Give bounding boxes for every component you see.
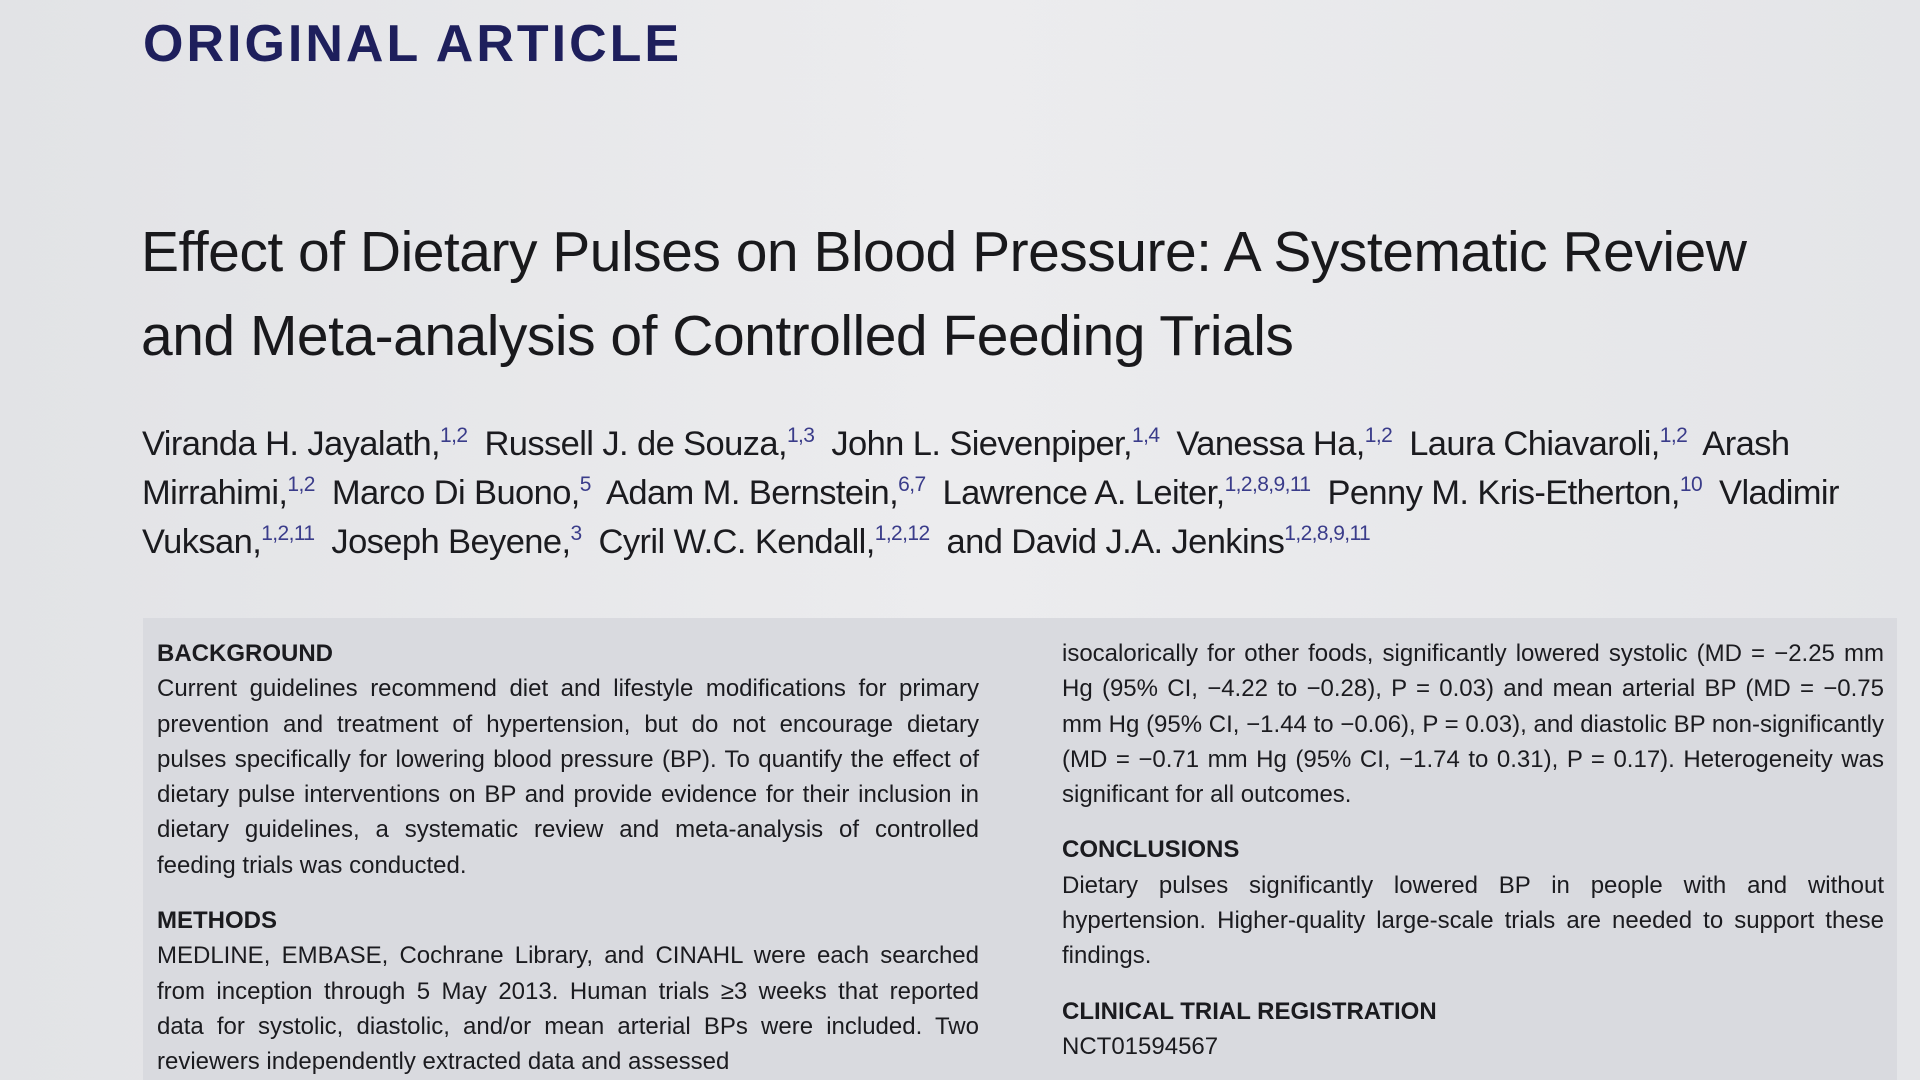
abstract-text: isocalorically for other foods, signific… — [1062, 640, 1884, 809]
abstract-section: CLINICAL TRIAL REGISTRATION NCT01594567 — [1062, 994, 1884, 1065]
author-name: Joseph Beyene, — [331, 523, 571, 561]
author-name: and David J.A. Jenkins — [946, 523, 1285, 561]
author-affiliation: 1,2,8,9,11 — [1224, 473, 1311, 496]
abstract-box: BACKGROUND Current guidelines recommend d… — [143, 618, 1897, 1080]
author-name: Adam M. Bernstein, — [605, 474, 899, 512]
article-title: Effect of Dietary Pulses on Blood Pressu… — [141, 220, 1747, 368]
author-affiliation: 1,2 — [1659, 424, 1688, 447]
section-text: Current guidelines recommend diet and li… — [157, 675, 979, 879]
author-affiliation: 10 — [1679, 473, 1703, 496]
author-affiliation: 6,7 — [898, 473, 926, 496]
abstract-right-column: isocalorically for other foods, signific… — [1062, 636, 1884, 1080]
author-affiliation: 1,2 — [287, 473, 315, 496]
section-text: NCT01594567 — [1062, 1032, 1219, 1060]
section-heading: BACKGROUND — [157, 640, 333, 667]
author-name: Cyril W.C. Kendall, — [598, 523, 876, 561]
section-text: MEDLINE, EMBASE, Cochrane Library, and C… — [157, 942, 979, 1076]
author-affiliation: 1,4 — [1132, 424, 1160, 447]
author-name: Penny M. Kris-Etherton, — [1327, 474, 1680, 512]
author-name: Laura Chiavaroli, — [1409, 425, 1660, 463]
author-affiliation: 1,2,12 — [874, 522, 930, 545]
author-affiliation: 3 — [570, 522, 582, 545]
author-affiliation: 5 — [579, 473, 592, 496]
author-name: Lawrence A. Leiter, — [942, 474, 1226, 512]
author-name: Vanessa Ha, — [1176, 425, 1365, 463]
author-affiliation: 1,2,8,9,11 — [1284, 522, 1371, 545]
abstract-section: BACKGROUND Current guidelines recommend d… — [157, 636, 979, 883]
section-heading: CONCLUSIONS — [1062, 836, 1240, 864]
author-name: Viranda H. Jayalath, — [142, 425, 441, 463]
section-label: ORIGINAL ARTICLE — [143, 15, 683, 73]
author-name: Marco Di Buono, — [331, 474, 581, 512]
abstract-section: CONCLUSIONS Dietary pulses significantly … — [1062, 832, 1884, 973]
author-name: John L. Sievenpiper, — [831, 425, 1132, 463]
section-text: Dietary pulses significantly lowered BP … — [1062, 871, 1884, 970]
abstract-left-column: BACKGROUND Current guidelines recommend d… — [157, 636, 979, 1080]
author-affiliation: 1,3 — [786, 424, 815, 447]
abstract-section: METHODS MEDLINE, EMBASE, Cochrane Library… — [157, 903, 979, 1079]
author-affiliation: 1,2 — [440, 424, 468, 447]
author-affiliation: 1,2,11 — [261, 522, 315, 545]
section-heading: METHODS — [157, 907, 277, 935]
section-heading: CLINICAL TRIAL REGISTRATION — [1062, 997, 1437, 1025]
author-affiliation: 1,2 — [1364, 424, 1393, 447]
author-name: Arash Mirrahimi, — [142, 425, 1790, 512]
author-name: Russell J. de Souza, — [484, 425, 787, 463]
author-name: Vladimir Vuksan, — [142, 474, 1839, 561]
author-list: Viranda H. Jayalath,1,2 Russell J. de So… — [142, 420, 1902, 567]
